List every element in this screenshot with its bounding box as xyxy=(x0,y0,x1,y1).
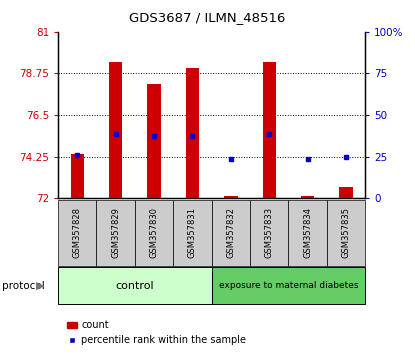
Bar xyxy=(327,200,365,266)
Text: GSM357831: GSM357831 xyxy=(188,207,197,258)
Bar xyxy=(224,196,237,198)
Text: GSM357829: GSM357829 xyxy=(111,207,120,258)
Text: GSM357832: GSM357832 xyxy=(226,207,235,258)
Text: control: control xyxy=(115,281,154,291)
Bar xyxy=(212,267,365,304)
Bar xyxy=(109,62,122,198)
Text: GSM357834: GSM357834 xyxy=(303,207,312,258)
Bar xyxy=(96,200,135,266)
Text: protocol: protocol xyxy=(2,281,45,291)
Text: ▶: ▶ xyxy=(36,281,44,291)
Bar xyxy=(71,154,84,198)
Text: GSM357828: GSM357828 xyxy=(73,207,82,258)
Bar xyxy=(186,68,199,198)
Bar xyxy=(147,84,161,198)
Bar xyxy=(58,267,212,304)
Bar xyxy=(301,196,314,198)
Bar xyxy=(173,200,212,266)
Text: GSM357835: GSM357835 xyxy=(342,207,351,258)
Bar xyxy=(135,200,173,266)
Bar xyxy=(212,200,250,266)
Bar xyxy=(288,200,327,266)
Text: GSM357830: GSM357830 xyxy=(149,207,159,258)
Bar xyxy=(58,200,96,266)
Text: GDS3687 / ILMN_48516: GDS3687 / ILMN_48516 xyxy=(129,11,286,24)
Legend: count, percentile rank within the sample: count, percentile rank within the sample xyxy=(63,316,250,349)
Bar xyxy=(339,187,353,198)
Bar xyxy=(250,200,288,266)
Bar xyxy=(263,62,276,198)
Text: GSM357833: GSM357833 xyxy=(265,207,274,258)
Text: exposure to maternal diabetes: exposure to maternal diabetes xyxy=(219,281,358,290)
